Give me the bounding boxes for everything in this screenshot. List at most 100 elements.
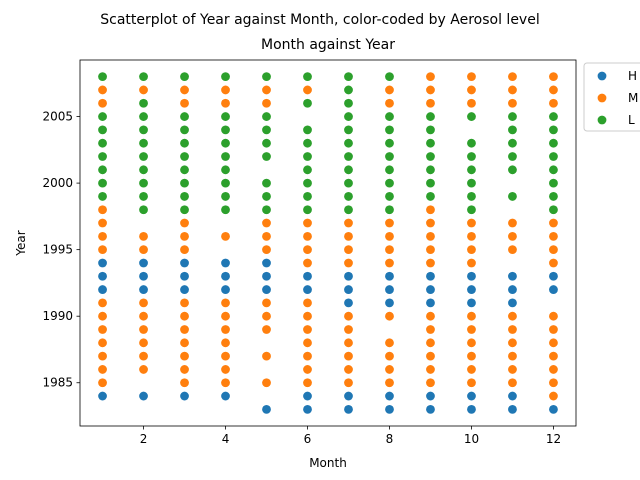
scatter-point xyxy=(467,325,476,334)
scatter-point xyxy=(385,165,394,175)
scatter-point xyxy=(98,138,107,148)
scatter-point xyxy=(467,245,476,255)
scatter-point xyxy=(549,391,558,401)
scatter-point xyxy=(426,138,435,148)
scatter-point xyxy=(303,258,312,268)
scatter-point xyxy=(180,391,189,401)
legend-marker xyxy=(597,115,607,125)
scatter-point xyxy=(508,231,517,241)
scatter-point xyxy=(426,218,435,228)
scatter-point xyxy=(221,192,230,201)
x-axis-label: Month xyxy=(309,456,347,470)
scatter-point xyxy=(98,338,107,348)
scatter-point xyxy=(549,245,558,255)
scatter-point xyxy=(98,245,107,255)
scatter-point xyxy=(344,338,353,348)
scatter-point xyxy=(385,231,394,241)
scatter-point xyxy=(180,192,189,201)
scatter-point xyxy=(426,404,435,414)
y-tick-label: 1990 xyxy=(42,309,73,323)
scatter-point xyxy=(98,112,107,121)
scatter-point xyxy=(549,231,558,241)
scatter-point xyxy=(221,285,230,294)
scatter-point xyxy=(221,152,230,161)
scatter-point xyxy=(221,365,230,374)
scatter-point xyxy=(549,85,558,95)
scatter-point xyxy=(180,125,189,135)
scatter-point xyxy=(549,271,558,281)
scatter-point xyxy=(303,138,312,148)
scatter-point xyxy=(549,152,558,161)
scatter-point xyxy=(262,85,271,95)
scatter-point xyxy=(508,245,517,255)
scatter-point xyxy=(467,338,476,348)
scatter-point xyxy=(426,245,435,255)
scatter-point xyxy=(426,231,435,241)
scatter-point xyxy=(549,165,558,175)
scatter-point xyxy=(139,98,148,108)
scatter-point xyxy=(303,152,312,161)
scatter-point xyxy=(508,365,517,374)
scatter-point xyxy=(385,85,394,95)
chart-title: Month against Year xyxy=(261,37,395,53)
scatter-point xyxy=(221,125,230,135)
scatter-point xyxy=(508,72,517,82)
scatter-point xyxy=(344,391,353,401)
scatter-point xyxy=(262,231,271,241)
scatter-point xyxy=(467,72,476,82)
x-tick-label: 6 xyxy=(304,432,312,446)
scatter-point xyxy=(139,178,148,188)
scatter-point xyxy=(98,85,107,95)
scatter-point xyxy=(139,85,148,95)
scatter-point xyxy=(467,231,476,241)
scatter-point xyxy=(426,311,435,321)
scatter-point xyxy=(139,231,148,241)
scatter-point xyxy=(508,271,517,281)
scatter-point xyxy=(549,72,558,82)
scatter-point xyxy=(221,258,230,268)
scatter-point xyxy=(426,205,435,215)
scatter-point xyxy=(467,205,476,215)
scatter-point xyxy=(303,125,312,135)
x-tick-label: 12 xyxy=(546,432,561,446)
scatter-point xyxy=(344,365,353,374)
scatter-point xyxy=(426,152,435,161)
scatter-point xyxy=(549,285,558,294)
scatter-point xyxy=(139,192,148,201)
scatter-point xyxy=(385,311,394,321)
scatter-point xyxy=(98,258,107,268)
scatter-point xyxy=(549,98,558,108)
chart-suptitle: Scatterplot of Year against Month, color… xyxy=(100,12,539,28)
scatter-point xyxy=(262,351,271,361)
scatter-point xyxy=(98,365,107,374)
scatter-point xyxy=(508,218,517,228)
scatter-point xyxy=(467,391,476,401)
scatter-point xyxy=(262,205,271,215)
scatter-point xyxy=(508,351,517,361)
scatter-point xyxy=(508,404,517,414)
legend-label: M xyxy=(628,91,638,105)
scatter-point xyxy=(303,271,312,281)
scatter-point xyxy=(467,152,476,161)
scatter-point xyxy=(221,98,230,108)
axes-layer: 2 4 6 8 10 12 1985 1990 1995 2000 2005 xyxy=(42,59,577,446)
scatter-point xyxy=(139,245,148,255)
scatter-point xyxy=(262,98,271,108)
scatter-point xyxy=(262,258,271,268)
scatter-point xyxy=(98,311,107,321)
scatter-point xyxy=(262,298,271,308)
scatter-point xyxy=(508,165,517,175)
scatter-point xyxy=(344,285,353,294)
scatter-point xyxy=(549,404,558,414)
scatter-point xyxy=(385,338,394,348)
scatter-point xyxy=(303,285,312,294)
scatter-point xyxy=(139,271,148,281)
scatter-point xyxy=(508,311,517,321)
scatter-point xyxy=(262,378,271,388)
scatter-point xyxy=(98,152,107,161)
scatter-point xyxy=(98,205,107,215)
scatter-point xyxy=(385,178,394,188)
scatter-point xyxy=(262,325,271,334)
